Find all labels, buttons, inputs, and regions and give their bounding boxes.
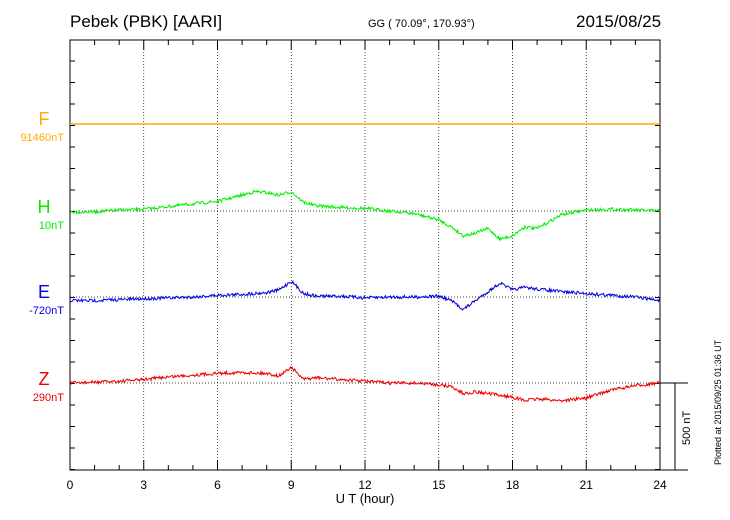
baseline-value-e: -720nT (29, 305, 64, 317)
series-label-h: H (38, 197, 51, 217)
series-label-f: F (39, 109, 50, 129)
series-line-h (69, 189, 661, 242)
baseline-value-z: 290nT (33, 392, 64, 404)
x-tick-label: 0 (67, 478, 74, 492)
x-tick-label: 18 (506, 478, 520, 492)
station-coordinates: GG ( 70.09°, 170.93°) (368, 18, 475, 30)
series-line-z (69, 365, 661, 403)
x-tick-label: 15 (432, 478, 446, 492)
x-tick-label: 12 (358, 478, 372, 492)
x-tick-label: 24 (653, 478, 667, 492)
x-tick-label: 6 (214, 478, 221, 492)
series-line-e (69, 279, 661, 311)
station-title: Pebek (PBK) [AARI] (70, 12, 223, 31)
x-tick-label: 9 (288, 478, 295, 492)
series-label-z: Z (39, 369, 50, 389)
baseline-value-h: 10nT (39, 220, 64, 232)
plotted-timestamp: Plotted at 2015/09/25 01:36 UT (713, 339, 723, 465)
baseline-value-f: 91460nT (21, 132, 65, 144)
scale-bar-label: 500 nT (681, 410, 693, 445)
series-label-e: E (38, 282, 50, 302)
x-axis-label: U T (hour) (336, 491, 395, 506)
plot-frame (69, 39, 661, 471)
x-tick-label: 3 (140, 478, 147, 492)
chart-date: 2015/08/25 (576, 12, 662, 31)
x-tick-label: 21 (580, 478, 594, 492)
